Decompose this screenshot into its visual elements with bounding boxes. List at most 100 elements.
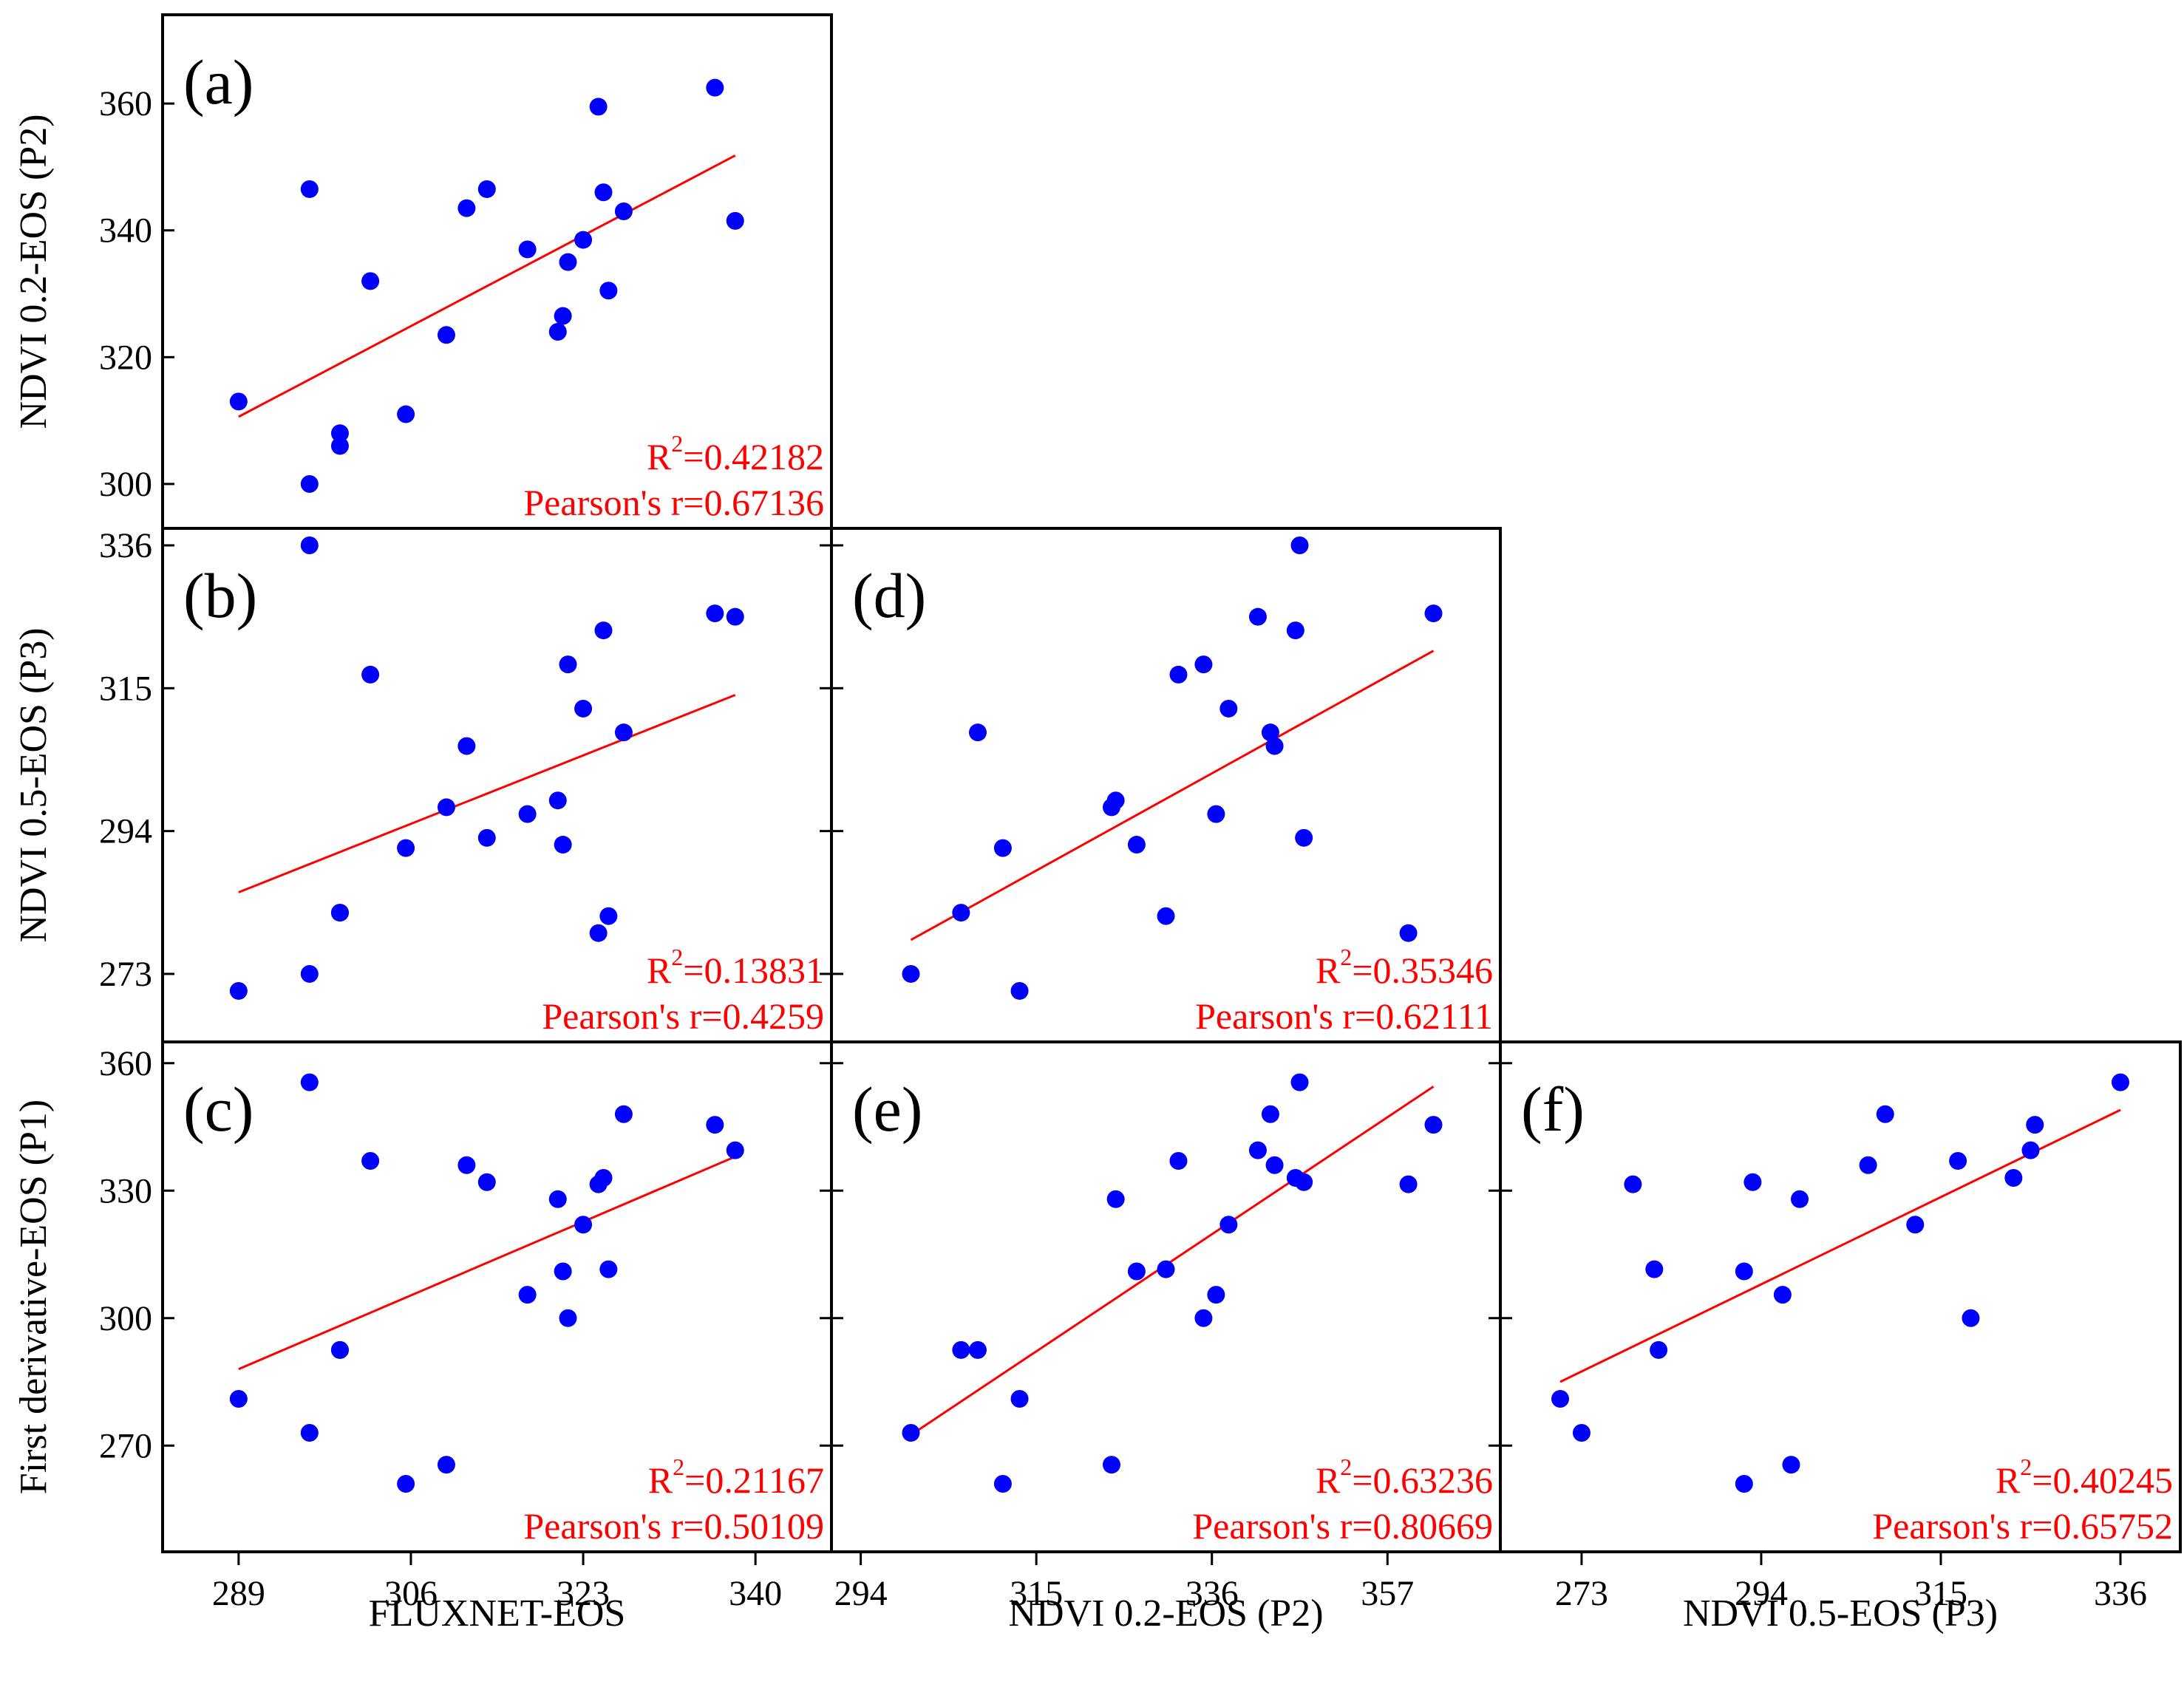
data-point (518, 805, 537, 823)
y-tick-label: 300 (99, 1299, 152, 1338)
data-point (559, 253, 577, 271)
data-point (300, 474, 319, 493)
data-point (589, 924, 608, 942)
panel-label: (e) (852, 1074, 922, 1145)
data-point (599, 282, 618, 300)
data-point (1773, 1286, 1792, 1304)
data-point (1127, 1262, 1146, 1281)
data-point (1399, 924, 1418, 942)
data-point (361, 1152, 380, 1170)
x-tick-label: 294 (834, 1574, 888, 1613)
data-point (1424, 604, 1443, 623)
data-point (437, 326, 455, 344)
data-point (1744, 1173, 1762, 1191)
y-tick-label: 320 (99, 338, 152, 377)
data-point (1290, 1073, 1309, 1091)
data-point (1962, 1309, 1980, 1327)
panel-label: (c) (183, 1074, 254, 1145)
data-point (1265, 1156, 1284, 1174)
data-point (548, 323, 567, 341)
r-squared-value: =0.40245 (2032, 1459, 2173, 1501)
x-tick-label: 323 (557, 1574, 610, 1613)
data-point (1169, 665, 1188, 684)
data-point (457, 199, 476, 217)
data-point (1248, 607, 1267, 626)
data-point (1572, 1424, 1591, 1442)
data-point (1399, 1175, 1418, 1193)
r-squared-prefix: R (1316, 1459, 1341, 1501)
data-point (1261, 723, 1279, 742)
data-point (397, 1475, 415, 1493)
data-point (993, 839, 1012, 857)
y-tick-label: 270 (99, 1426, 152, 1465)
data-point (554, 307, 572, 325)
data-point (1010, 1390, 1029, 1408)
data-point (574, 231, 593, 249)
data-point (554, 836, 572, 854)
data-point (300, 1424, 319, 1442)
data-point (397, 839, 415, 857)
data-point (599, 1260, 618, 1278)
data-point (437, 798, 455, 817)
x-tick-label: 336 (2094, 1574, 2147, 1613)
data-point (594, 1169, 613, 1187)
data-point (559, 1309, 577, 1327)
data-point (229, 981, 248, 1000)
r-squared-superscript: 2 (673, 1454, 684, 1480)
data-point (1157, 907, 1175, 925)
data-point (518, 240, 537, 259)
data-point (1106, 791, 1125, 810)
y-axis-title: NDVI 0.5-EOS (P3) (13, 627, 55, 942)
data-point (614, 1105, 633, 1123)
data-point (706, 1116, 724, 1134)
r-squared-label: R2=0.35346 (1316, 944, 1493, 991)
data-point (1650, 1340, 1668, 1359)
data-point (1782, 1456, 1800, 1474)
r-squared-value: =0.42182 (683, 436, 824, 477)
y-tick-label: 340 (99, 211, 152, 251)
data-point (594, 621, 613, 640)
data-point (1169, 1152, 1188, 1170)
data-point (1645, 1260, 1664, 1278)
y-tick-label: 273 (99, 955, 152, 994)
data-point (361, 665, 380, 684)
data-point (559, 655, 577, 674)
r-squared-superscript: 2 (671, 430, 683, 457)
data-point (902, 1424, 920, 1442)
x-tick-label: 294 (1735, 1574, 1788, 1613)
data-point (1265, 737, 1284, 755)
panel-a: 300 320 340 360 NDVI 0.2-EOS (P2) (a) R2=0.421… (13, 13, 833, 530)
data-point (1735, 1262, 1753, 1281)
data-point (1207, 805, 1225, 823)
r-squared-prefix: R (648, 1459, 673, 1501)
data-point (2111, 1073, 2129, 1091)
data-point (1735, 1475, 1753, 1493)
data-point (706, 78, 724, 97)
x-tick-label: 336 (1185, 1574, 1239, 1613)
pearson-label: Pearson's r=0.62111 (1195, 995, 1493, 1037)
data-point (706, 604, 724, 623)
r-squared-prefix: R (1316, 950, 1341, 991)
pearson-label: Pearson's r=0.80669 (1192, 1505, 1493, 1547)
data-point (726, 607, 744, 626)
data-point (614, 723, 633, 742)
regression-line (238, 1155, 736, 1371)
r-squared-label: R2=0.13831 (647, 944, 824, 991)
data-point (902, 964, 920, 983)
data-point (574, 1216, 593, 1234)
data-point (993, 1475, 1012, 1493)
panel-frame (1499, 1040, 2182, 1553)
data-point (300, 964, 319, 983)
panel-f: 273 294 315 336 NDVI 0.5-EOS (P3) (f) R2=0.402… (1489, 1040, 2182, 1635)
data-point (1906, 1216, 1925, 1234)
data-point (1295, 1173, 1313, 1191)
data-point (1106, 1190, 1125, 1208)
data-point (300, 1073, 319, 1091)
panel-label: (d) (852, 560, 926, 631)
data-point (457, 1156, 476, 1174)
data-point (1949, 1152, 1967, 1170)
data-point (1290, 536, 1309, 555)
